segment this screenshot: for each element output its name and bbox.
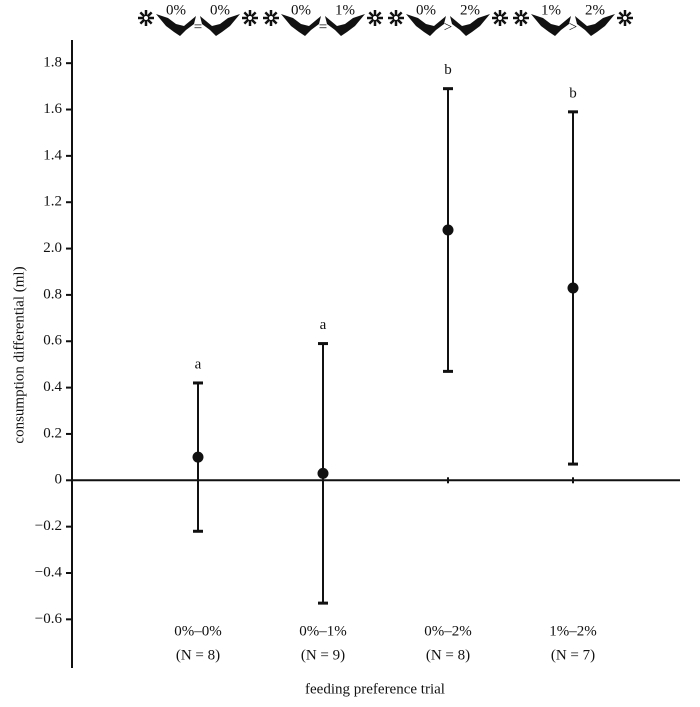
bird-icon	[200, 14, 240, 36]
y-tick-label: −0.4	[35, 564, 63, 580]
group-label: a	[195, 356, 202, 372]
flower-center	[393, 15, 399, 21]
flower-icon	[242, 10, 258, 26]
x-tick-label: 0%–1%	[299, 623, 347, 639]
flower-icon	[388, 10, 404, 26]
bird-icon	[406, 14, 446, 36]
flower-icon	[492, 10, 508, 26]
relation-symbol: =	[319, 19, 327, 35]
left-concentration: 1%	[541, 2, 561, 18]
flower-center	[372, 15, 378, 21]
y-tick-label: 0.4	[43, 379, 62, 395]
x-axis-label: feeding preference trial	[305, 681, 445, 697]
y-tick-label: −0.6	[35, 611, 63, 627]
y-tick-label: −0.2	[35, 518, 62, 534]
group-label: b	[444, 62, 452, 78]
flower-icon	[263, 10, 279, 26]
flower-icon	[617, 10, 633, 26]
x-tick-label: 0%–2%	[424, 623, 472, 639]
right-concentration: 1%	[335, 2, 355, 18]
bird-icon	[281, 14, 321, 36]
y-tick-label: 0	[55, 472, 63, 488]
flower-icon	[513, 10, 529, 26]
relation-symbol: >	[444, 19, 452, 35]
y-tick-label: 2.0	[43, 240, 62, 256]
left-concentration: 0%	[416, 2, 436, 18]
flower-center	[143, 15, 149, 21]
y-tick-label: 1.8	[43, 55, 62, 71]
mean-point	[192, 451, 204, 463]
flower-center	[518, 15, 524, 21]
left-concentration: 0%	[166, 2, 186, 18]
y-tick-label: 1.2	[43, 194, 62, 210]
flower-center	[247, 15, 253, 21]
n-label: (N = 7)	[551, 647, 595, 663]
mean-point	[442, 224, 454, 236]
bird-icon	[450, 14, 490, 36]
y-tick-label: 1.6	[43, 101, 62, 117]
bird-icon	[575, 14, 615, 36]
n-label: (N = 9)	[301, 647, 345, 663]
left-concentration: 0%	[291, 2, 311, 18]
y-tick-label: 0.2	[43, 425, 62, 441]
group-label: a	[320, 317, 327, 333]
bird-icon	[531, 14, 571, 36]
group-label: b	[569, 85, 577, 101]
relation-symbol: >	[569, 19, 577, 35]
flower-icon	[138, 10, 154, 26]
right-concentration: 2%	[585, 2, 605, 18]
right-concentration: 0%	[210, 2, 230, 18]
flower-center	[497, 15, 503, 21]
bird-icon	[156, 14, 196, 36]
relation-symbol: =	[194, 19, 202, 35]
y-tick-label: 0.6	[43, 333, 62, 349]
n-label: (N = 8)	[176, 647, 220, 663]
flower-icon	[367, 10, 383, 26]
flower-center	[268, 15, 274, 21]
x-tick-label: 1%–2%	[549, 623, 597, 639]
y-axis-label: consumption differential (ml)	[11, 266, 27, 443]
right-concentration: 2%	[460, 2, 480, 18]
n-label: (N = 8)	[426, 647, 470, 663]
bird-icon	[325, 14, 365, 36]
mean-point	[317, 467, 329, 479]
y-tick-label: 0.8	[43, 286, 62, 302]
x-tick-label: 0%–0%	[174, 623, 222, 639]
y-tick-label: 1.4	[43, 147, 62, 163]
flower-center	[622, 15, 628, 21]
mean-point	[567, 282, 579, 294]
